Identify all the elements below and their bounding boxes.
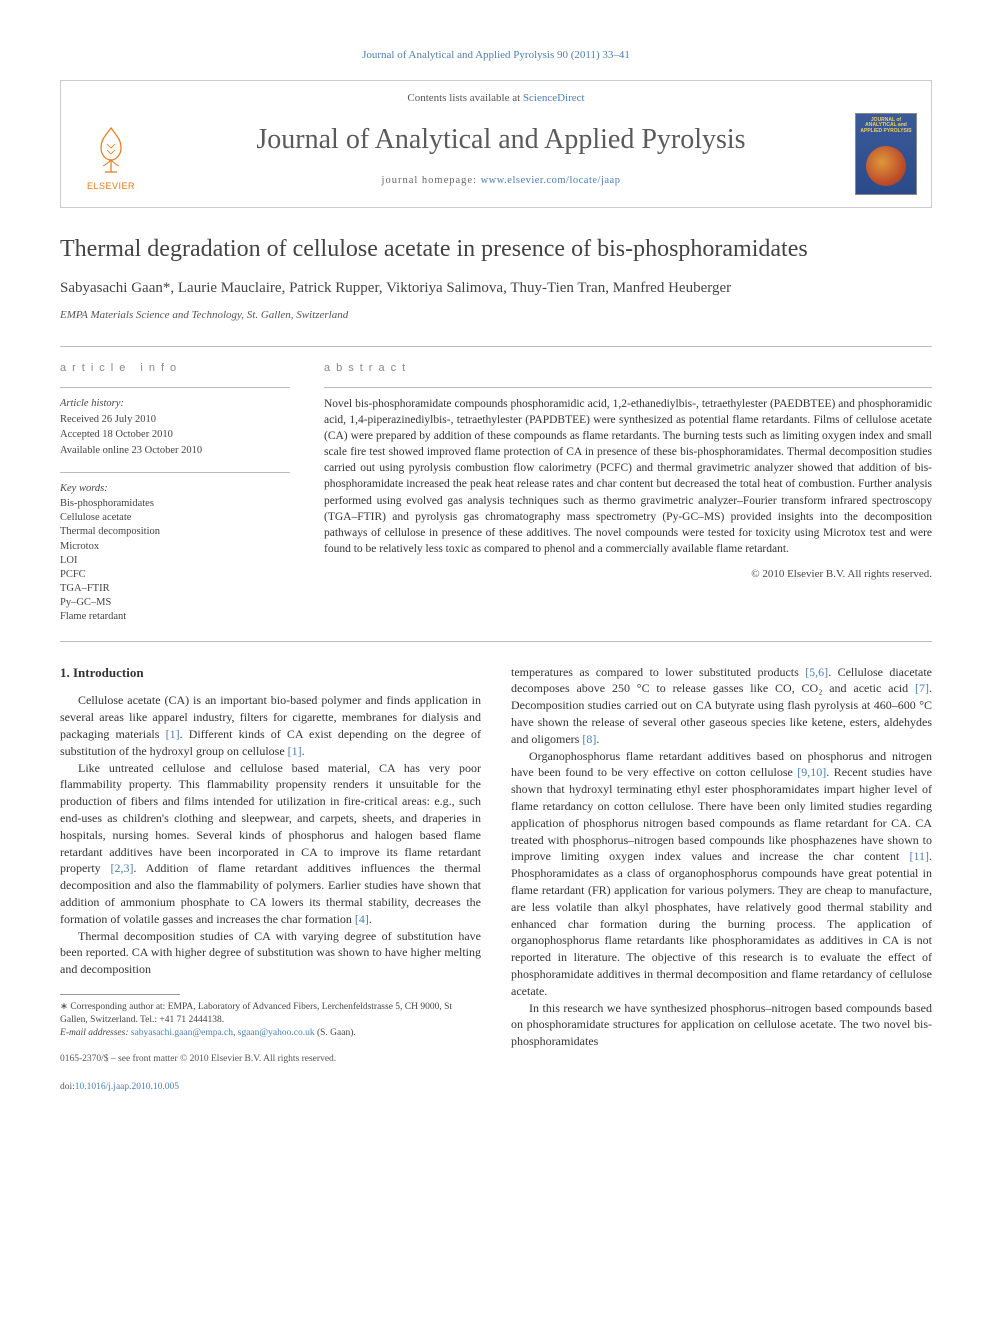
body-column-left: 1. Introduction Cellulose acetate (CA) i… xyxy=(60,664,481,1095)
keyword-item: Microtox xyxy=(60,540,290,554)
elsevier-tree-icon xyxy=(83,122,139,178)
keyword-item: Flame retardant xyxy=(60,610,290,624)
footer-doi-line: doi:10.1016/j.jaap.2010.10.005 xyxy=(60,1081,481,1095)
citation-link[interactable]: [1] xyxy=(288,744,302,758)
body-two-column: 1. Introduction Cellulose acetate (CA) i… xyxy=(60,664,932,1095)
email-footnote: E-mail addresses: sabyasachi.gaan@empa.c… xyxy=(60,1027,481,1040)
citation-link[interactable]: [1] xyxy=(166,727,180,741)
body-paragraph: Like untreated cellulose and cellulose b… xyxy=(60,760,481,928)
citation-link[interactable]: [8] xyxy=(582,732,596,746)
elsevier-wordmark: ELSEVIER xyxy=(87,180,135,193)
footnote-separator xyxy=(60,994,180,995)
section-heading: 1. Introduction xyxy=(60,664,481,683)
history-received: Received 26 July 2010 xyxy=(60,412,290,427)
citation-link[interactable]: [4] xyxy=(355,912,369,926)
abstract-text: Novel bis-phosphoramidate compounds phos… xyxy=(324,396,932,557)
abstract-column: abstract Novel bis-phosphoramidate compo… xyxy=(324,361,932,625)
body-paragraph: In this research we have synthesized pho… xyxy=(511,1000,932,1050)
body-column-right: temperatures as compared to lower substi… xyxy=(511,664,932,1095)
journal-homepage: journal homepage: www.elsevier.com/locat… xyxy=(165,173,837,188)
citation-link[interactable]: [5,6] xyxy=(805,665,828,679)
citation-link[interactable]: [11] xyxy=(909,849,929,863)
cover-art-icon xyxy=(866,146,906,186)
body-paragraph: temperatures as compared to lower substi… xyxy=(511,664,932,748)
journal-cover-thumbnail: JOURNAL of ANALYTICAL and APPLIED PYROLY… xyxy=(855,113,917,195)
top-citation: Journal of Analytical and Applied Pyroly… xyxy=(60,48,932,64)
abstract-label: abstract xyxy=(324,361,932,377)
keyword-item: Bis-phosphoramidates xyxy=(60,497,290,511)
journal-homepage-link[interactable]: www.elsevier.com/locate/jaap xyxy=(481,175,621,186)
body-paragraph: Cellulose acetate (CA) is an important b… xyxy=(60,692,481,759)
divider xyxy=(60,472,290,473)
body-paragraph: Organophosphorus flame retardant additiv… xyxy=(511,748,932,1000)
sciencedirect-link[interactable]: ScienceDirect xyxy=(523,92,585,104)
history-online: Available online 23 October 2010 xyxy=(60,443,290,458)
history-accepted: Accepted 18 October 2010 xyxy=(60,427,290,442)
masthead: Contents lists available at ScienceDirec… xyxy=(60,80,932,208)
doi-link[interactable]: 10.1016/j.jaap.2010.10.005 xyxy=(75,1082,179,1092)
authors-line: Sabyasachi Gaan*, Laurie Mauclaire, Patr… xyxy=(60,278,932,298)
email-link[interactable]: sabyasachi.gaan@empa.ch xyxy=(131,1028,233,1038)
article-title: Thermal degradation of cellulose acetate… xyxy=(60,234,932,264)
elsevier-logo: ELSEVIER xyxy=(75,115,147,193)
keywords-list: Bis-phosphoramidates Cellulose acetate T… xyxy=(60,497,290,625)
copyright-line: © 2010 Elsevier B.V. All rights reserved… xyxy=(324,567,932,583)
citation-link[interactable]: [7] xyxy=(915,681,929,695)
keyword-item: Py–GC–MS xyxy=(60,596,290,610)
journal-title: Journal of Analytical and Applied Pyroly… xyxy=(165,120,837,161)
divider xyxy=(60,641,932,642)
footer-issn-line: 0165-2370/$ – see front matter © 2010 El… xyxy=(60,1053,481,1067)
affiliation: EMPA Materials Science and Technology, S… xyxy=(60,308,932,324)
body-paragraph: Thermal decomposition studies of CA with… xyxy=(60,928,481,978)
keyword-item: Cellulose acetate xyxy=(60,511,290,525)
email-link[interactable]: sgaan@yahoo.co.uk xyxy=(238,1028,315,1038)
citation-link[interactable]: [2,3] xyxy=(110,861,133,875)
keyword-item: TGA–FTIR xyxy=(60,582,290,596)
article-info-column: article info Article history: Received 2… xyxy=(60,361,290,625)
keyword-item: PCFC xyxy=(60,568,290,582)
citation-link[interactable]: [9,10] xyxy=(797,765,826,779)
article-info-label: article info xyxy=(60,361,290,377)
keyword-item: Thermal decomposition xyxy=(60,525,290,539)
keywords-header: Key words: xyxy=(60,481,290,496)
history-header: Article history: xyxy=(60,396,290,411)
contents-available-line: Contents lists available at ScienceDirec… xyxy=(75,91,917,107)
keyword-item: LOI xyxy=(60,554,290,568)
top-citation-text[interactable]: Journal of Analytical and Applied Pyroly… xyxy=(362,49,630,61)
divider xyxy=(324,387,932,388)
divider xyxy=(60,387,290,388)
corresponding-author-footnote: ∗ Corresponding author at: EMPA, Laborat… xyxy=(60,1001,481,1027)
